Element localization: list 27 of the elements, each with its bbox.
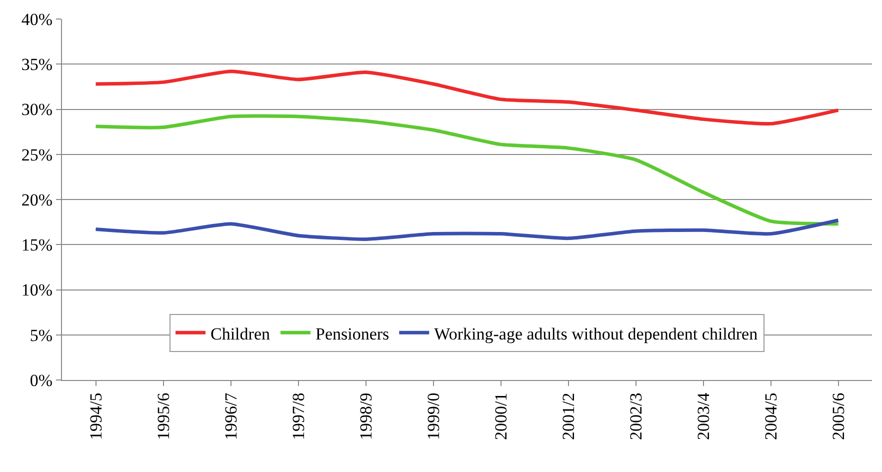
x-tick-label: 2003/4	[694, 392, 713, 440]
x-tick-label: 1996/7	[221, 392, 240, 440]
line-series	[94, 70, 840, 126]
y-tick-label: 35%	[21, 55, 53, 74]
x-tick-label: 1998/9	[356, 392, 376, 440]
x-tick-label: 2000/1	[491, 392, 510, 440]
y-tick-label: 0%	[30, 370, 53, 390]
y-tick-label: 5%	[30, 326, 53, 345]
x-tick-label: 2001/2	[558, 392, 578, 440]
line-series	[94, 114, 840, 226]
y-tick-label: 25%	[21, 145, 53, 164]
legend-label: Pensioners	[315, 324, 390, 344]
y-tick-label: 20%	[21, 190, 53, 210]
line-series	[94, 218, 840, 241]
x-tick-label: 1994/5	[86, 392, 106, 440]
legend-label: Children	[210, 324, 270, 344]
y-tick-label: 40%	[21, 10, 53, 29]
x-tick-label: 2005/6	[828, 392, 848, 440]
x-tick-label: 1999/0	[424, 392, 443, 440]
x-tick-label: 2002/3	[626, 392, 646, 440]
y-tick-label: 15%	[21, 236, 53, 255]
y-tick-label: 30%	[21, 100, 53, 120]
x-tick-label: 1995/6	[154, 392, 173, 440]
y-tick-label: 10%	[21, 280, 53, 300]
legend-label: Working-age adults without dependent children	[434, 324, 758, 344]
x-tick-label: 1997/8	[288, 392, 308, 440]
x-tick-label: 2004/5	[761, 392, 780, 440]
